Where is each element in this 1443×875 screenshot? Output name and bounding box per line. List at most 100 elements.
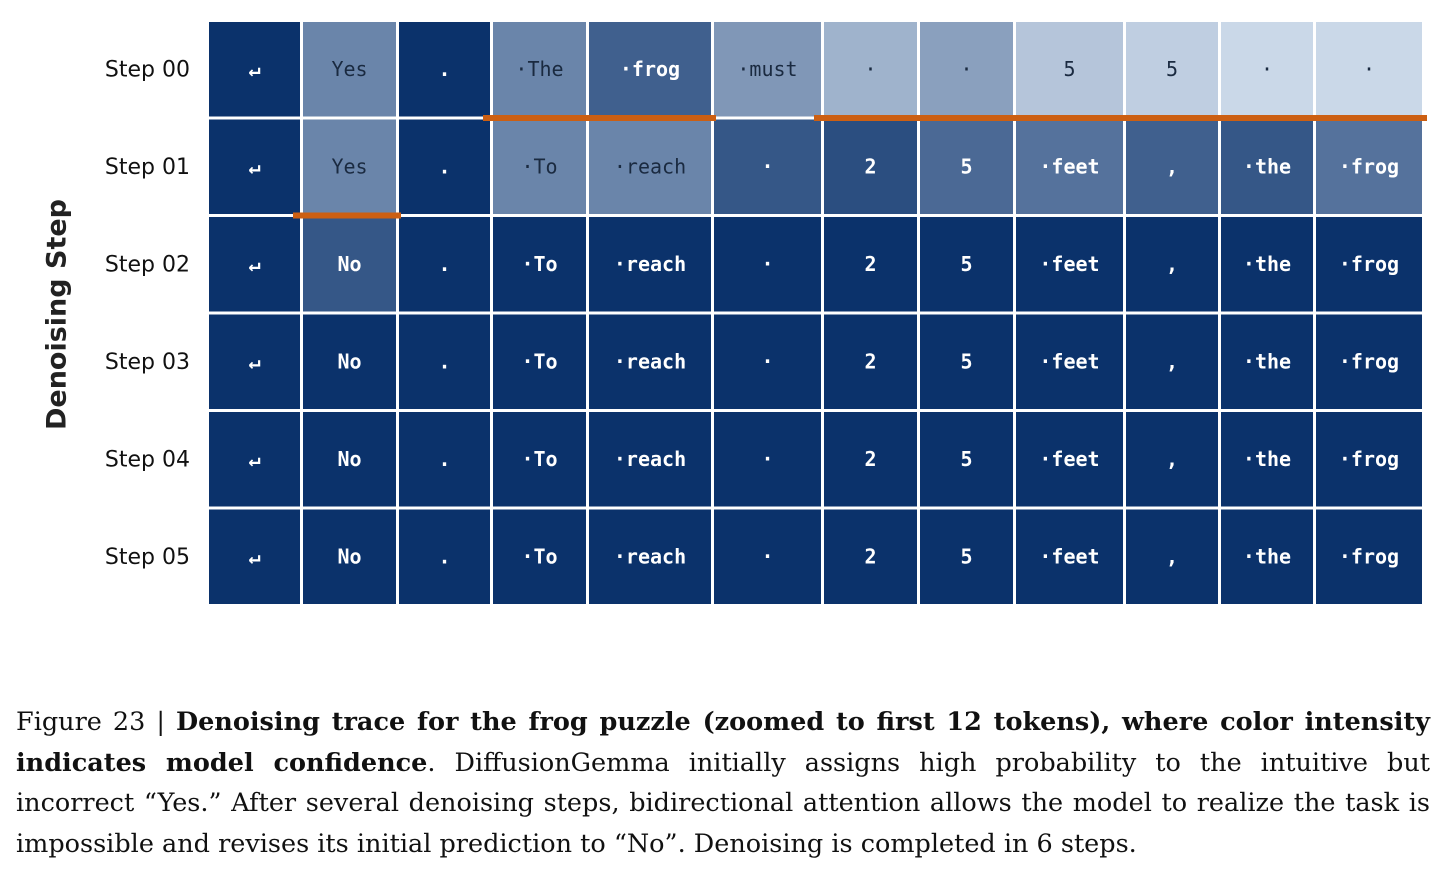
cell-token: ·reach xyxy=(614,252,686,276)
cell-token: · xyxy=(960,57,972,81)
figure-caption: Figure 23 | Denoising trace for the frog… xyxy=(16,702,1430,864)
cell-token: 5 xyxy=(960,154,972,178)
cell-token: ·frog xyxy=(1339,447,1399,471)
cell-token: Yes xyxy=(331,154,367,178)
heatmap-cell xyxy=(399,412,490,507)
cell-token: Yes xyxy=(331,57,367,81)
heatmap-cell xyxy=(920,314,1013,409)
cell-token: ·frog xyxy=(620,57,680,81)
heatmap-cell xyxy=(1126,217,1218,312)
cell-token: ·feet xyxy=(1039,447,1099,471)
cell-token: , xyxy=(1166,544,1178,568)
heatmap-cell xyxy=(1316,22,1422,117)
row-label: Step 01 xyxy=(105,155,190,180)
heatmap-cell xyxy=(399,22,490,117)
heatmap-cell xyxy=(824,314,917,409)
heatmap-cell xyxy=(920,509,1013,604)
row-label: Step 04 xyxy=(105,447,190,472)
heatmap-cell xyxy=(303,314,396,409)
caption-bold: Denoising trace for the frog puzzle (zoo… xyxy=(16,707,1430,778)
cell-token: ↵ xyxy=(248,349,260,373)
heatmap-cell xyxy=(1316,217,1422,312)
heatmap-cell xyxy=(1221,119,1313,214)
cell-token: 5 xyxy=(1166,57,1178,81)
heatmap-cell xyxy=(399,509,490,604)
denoising-heatmap: Denoising Step Step 00 ↵ Yes. ·The ·frog ·must… xyxy=(42,22,1427,604)
heatmap-cell xyxy=(1221,509,1313,604)
cell-token: ·To xyxy=(521,544,557,568)
heatmap-cell xyxy=(209,217,300,312)
caption-text: . DiffusionGemma initially assigns high … xyxy=(16,747,1430,859)
heatmap-cell xyxy=(493,119,586,214)
heatmap-cell xyxy=(1221,22,1313,117)
cell-token: · xyxy=(864,57,876,81)
heatmap-cell xyxy=(493,22,586,117)
heatmap-cell xyxy=(209,509,300,604)
heatmap-cell xyxy=(1016,509,1123,604)
cell-token: ·frog xyxy=(1339,349,1399,373)
cell-token: ·feet xyxy=(1039,252,1099,276)
cell-token: ·reach xyxy=(614,447,686,471)
heatmap-figure: Denoising Step Step 00 ↵ Yes. ·The ·frog ·must… xyxy=(42,22,1427,604)
cell-token: 2 xyxy=(864,349,876,373)
cell-token: . xyxy=(438,447,450,471)
cell-token: ·To xyxy=(521,447,557,471)
cell-token: , xyxy=(1166,154,1178,178)
cell-token: ·feet xyxy=(1039,544,1099,568)
heatmap-cell xyxy=(589,217,711,312)
cell-token: 2 xyxy=(864,447,876,471)
cell-token: ·the xyxy=(1243,154,1291,178)
cell-token: ·must xyxy=(737,57,797,81)
cell-token: · xyxy=(761,154,773,178)
cell-token: . xyxy=(438,57,450,81)
cell-token: 2 xyxy=(864,154,876,178)
heatmap-cell xyxy=(303,119,396,214)
heatmap-cell xyxy=(1016,217,1123,312)
heatmap-cell xyxy=(209,412,300,507)
cell-token: · xyxy=(1363,57,1375,81)
cell-token: ·the xyxy=(1243,349,1291,373)
heatmap-cell xyxy=(209,119,300,214)
cell-token: ·reach xyxy=(614,349,686,373)
cell-token: ·To xyxy=(521,154,557,178)
heatmap-cell xyxy=(824,119,917,214)
heatmap-cell xyxy=(920,412,1013,507)
cell-token: 5 xyxy=(960,252,972,276)
heatmap-cell xyxy=(399,217,490,312)
heatmap-cell xyxy=(493,412,586,507)
cell-token: ·the xyxy=(1243,544,1291,568)
cell-token: ·To xyxy=(521,252,557,276)
heatmap-cell xyxy=(824,412,917,507)
heatmap-cell xyxy=(1221,412,1313,507)
heatmap-cell xyxy=(714,22,821,117)
row-label: Step 00 xyxy=(105,57,190,82)
cell-token: 5 xyxy=(960,544,972,568)
heatmap-cell xyxy=(1126,509,1218,604)
cell-token: No xyxy=(337,447,361,471)
cell-token: ·The xyxy=(515,57,563,81)
cell-token: · xyxy=(761,544,773,568)
y-axis-title: Denoising Step xyxy=(42,199,73,430)
heatmap-cell xyxy=(1316,119,1422,214)
cell-token: ·To xyxy=(521,349,557,373)
cell-token: . xyxy=(438,252,450,276)
heatmap-cell xyxy=(493,314,586,409)
cell-token: ·frog xyxy=(1339,544,1399,568)
heatmap-cell xyxy=(493,217,586,312)
row-label: Step 02 xyxy=(105,252,190,277)
heatmap-cell xyxy=(714,412,821,507)
cell-token: 5 xyxy=(960,349,972,373)
cell-token: No xyxy=(337,544,361,568)
heatmap-cell xyxy=(303,412,396,507)
cell-token: ↵ xyxy=(248,447,260,471)
cell-token: , xyxy=(1166,447,1178,471)
cell-token: ↵ xyxy=(248,57,260,81)
cell-token: · xyxy=(761,349,773,373)
heatmap-cell xyxy=(399,119,490,214)
cell-token: 5 xyxy=(1063,57,1075,81)
cell-token: ·feet xyxy=(1039,349,1099,373)
heatmap-cell xyxy=(209,314,300,409)
heatmap-cell xyxy=(1316,412,1422,507)
cell-token: , xyxy=(1166,252,1178,276)
heatmap-cell xyxy=(920,22,1013,117)
